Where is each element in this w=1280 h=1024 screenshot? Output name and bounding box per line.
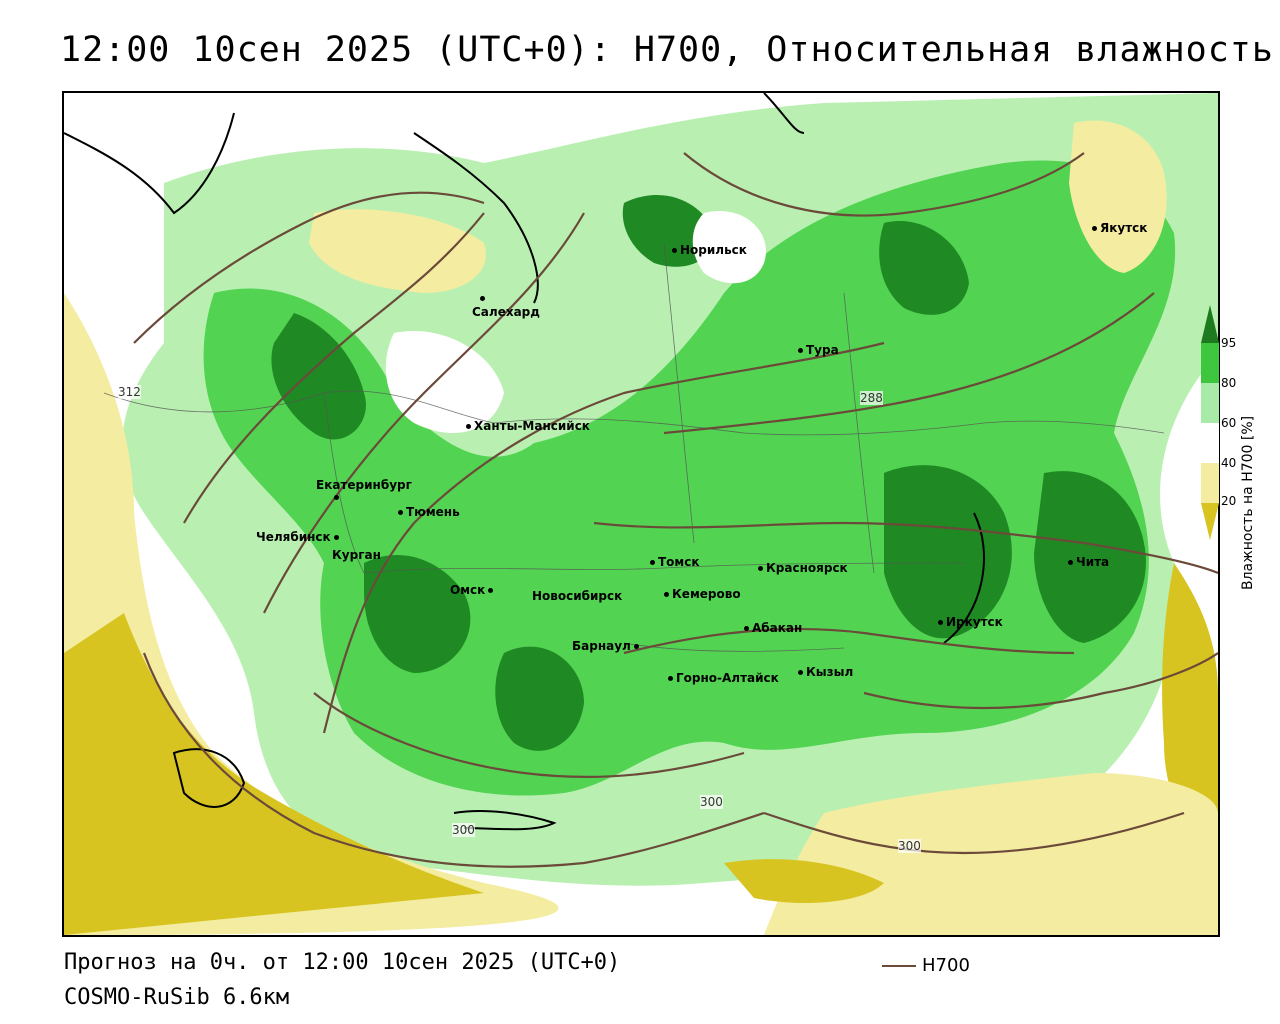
city-label: Чита <box>1076 555 1110 569</box>
city-marker: Новосибирск <box>532 589 622 603</box>
humidity-colorbar <box>1201 305 1219 540</box>
city-label: Норильск <box>680 243 747 257</box>
city-label: Абакан <box>752 621 803 635</box>
city-label: Салехард <box>472 305 540 319</box>
city-label: Новосибирск <box>532 589 623 603</box>
city-marker <box>334 490 342 504</box>
model-text: COSMO-RuSib 6.6км <box>64 985 290 1010</box>
city-label: Тура <box>806 343 839 357</box>
isoline-label: 288 <box>860 391 883 405</box>
isoline-label: 300 <box>452 823 475 837</box>
city-marker: Чита <box>1068 555 1109 569</box>
map-area: 312 288 300 300 300 Якутск Норильск Сале… <box>62 91 1220 937</box>
city-label: Горно-Алтайск <box>676 671 779 685</box>
city-marker: Томск <box>650 555 700 569</box>
colorbar-tick: 60 <box>1221 416 1237 430</box>
city-label: Тюмень <box>406 505 460 519</box>
city-marker: Кызыл <box>798 665 853 679</box>
h700-legend: H700 <box>882 955 970 976</box>
city-marker: Якутск <box>1092 221 1147 235</box>
city-marker: Тура <box>798 343 839 357</box>
isoline-label: 300 <box>898 839 921 853</box>
city-marker: Кемерово <box>664 587 741 601</box>
city-marker: Красноярск <box>758 561 848 575</box>
city-marker: Тюмень <box>398 505 460 519</box>
city-marker: Ханты-Мансийск <box>466 419 590 433</box>
colorbar-tick: 80 <box>1221 376 1237 390</box>
isoline-label: 312 <box>118 385 141 399</box>
city-marker: Горно-Алтайск <box>668 671 779 685</box>
colorbar-tick: 95 <box>1221 336 1237 350</box>
city-label: Якутск <box>1100 221 1148 235</box>
forecast-text: Прогноз на 0ч. от 12:00 10сен 2025 (UTC+… <box>64 950 621 975</box>
city-label: Томск <box>658 555 700 569</box>
city-marker: Челябинск <box>256 530 342 544</box>
colorbar-swatches <box>1201 305 1219 540</box>
map-title: 12:00 10сен 2025 (UTC+0): H700, Относите… <box>60 30 1274 70</box>
city-label: Красноярск <box>766 561 848 575</box>
city-label-only: Салехард <box>472 305 540 319</box>
colorbar-title: Влажность на H700 [%] <box>1240 415 1256 590</box>
city-marker: Курган <box>332 548 381 562</box>
h700-legend-label: H700 <box>922 955 970 976</box>
city-marker: Абакан <box>744 621 802 635</box>
h700-line-swatch <box>882 965 916 967</box>
city-label: Кызыл <box>806 665 854 679</box>
city-label: Омск <box>450 583 486 597</box>
city-label: Кемерово <box>672 587 741 601</box>
city-label-only: Екатеринбург <box>316 478 412 492</box>
city-label: Ханты-Мансийск <box>474 419 590 433</box>
city-label: Барнаул <box>572 639 631 653</box>
colorbar-tick: 40 <box>1221 456 1237 470</box>
city-label: Курган <box>332 548 381 562</box>
isoline-label: 300 <box>700 795 723 809</box>
humidity-field <box>64 93 1218 935</box>
city-marker: Иркутск <box>938 615 1003 629</box>
city-label: Екатеринбург <box>316 478 412 492</box>
city-marker: Барнаул <box>572 639 642 653</box>
city-marker: Омск <box>450 583 496 597</box>
city-label: Иркутск <box>946 615 1003 629</box>
city-marker <box>480 291 488 305</box>
city-label: Челябинск <box>256 530 331 544</box>
colorbar-tick: 20 <box>1221 494 1237 508</box>
city-marker: Норильск <box>672 243 747 257</box>
